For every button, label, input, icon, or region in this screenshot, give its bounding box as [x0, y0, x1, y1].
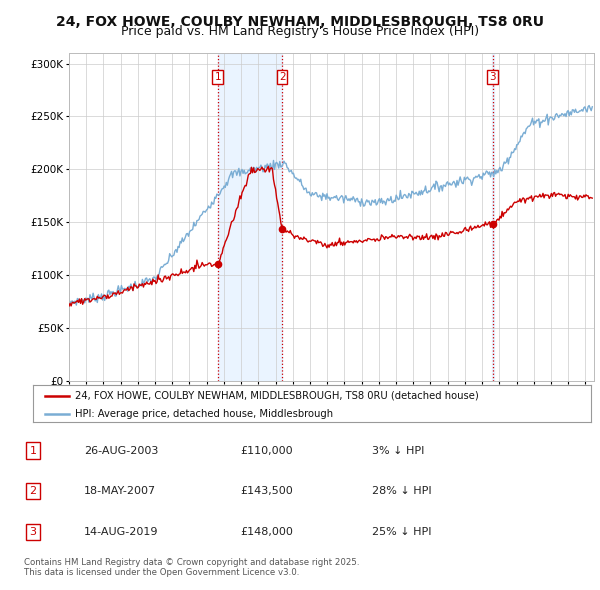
Text: Price paid vs. HM Land Registry's House Price Index (HPI): Price paid vs. HM Land Registry's House …: [121, 25, 479, 38]
Text: 2: 2: [279, 73, 286, 83]
Text: £110,000: £110,000: [240, 445, 293, 455]
Bar: [492, 53, 494, 381]
Text: Contains HM Land Registry data © Crown copyright and database right 2025.
This d: Contains HM Land Registry data © Crown c…: [24, 558, 359, 577]
Text: £143,500: £143,500: [240, 486, 293, 496]
Text: 1: 1: [29, 445, 37, 455]
Text: 28% ↓ HPI: 28% ↓ HPI: [372, 486, 431, 496]
Text: 18-MAY-2007: 18-MAY-2007: [84, 486, 156, 496]
Text: 24, FOX HOWE, COULBY NEWHAM, MIDDLESBROUGH, TS8 0RU (detached house): 24, FOX HOWE, COULBY NEWHAM, MIDDLESBROU…: [75, 391, 479, 401]
Text: 25% ↓ HPI: 25% ↓ HPI: [372, 527, 431, 537]
Text: 2: 2: [29, 486, 37, 496]
Bar: [218, 53, 282, 381]
Text: 14-AUG-2019: 14-AUG-2019: [84, 527, 158, 537]
Text: HPI: Average price, detached house, Middlesbrough: HPI: Average price, detached house, Midd…: [75, 409, 333, 419]
Text: 3: 3: [490, 73, 496, 83]
Text: 24, FOX HOWE, COULBY NEWHAM, MIDDLESBROUGH, TS8 0RU: 24, FOX HOWE, COULBY NEWHAM, MIDDLESBROU…: [56, 15, 544, 29]
Text: 26-AUG-2003: 26-AUG-2003: [84, 445, 158, 455]
Text: 3: 3: [29, 527, 37, 537]
Text: £148,000: £148,000: [240, 527, 293, 537]
Text: 1: 1: [215, 73, 221, 83]
Text: 3% ↓ HPI: 3% ↓ HPI: [372, 445, 424, 455]
